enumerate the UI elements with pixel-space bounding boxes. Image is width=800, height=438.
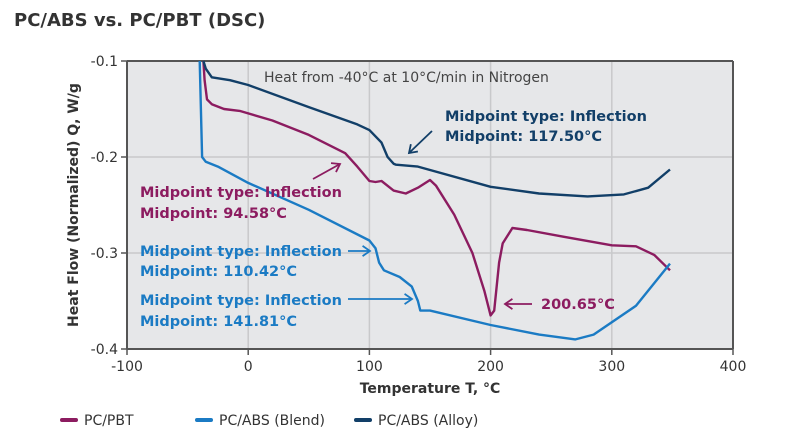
arrow-head-icon xyxy=(407,144,419,155)
x-tick-label: 200 xyxy=(477,359,504,375)
y-axis-label: Heat Flow (Normalized) Q, W/g xyxy=(66,83,82,327)
chart-note: Heat from -40°C at 10°C/min in Nitrogen xyxy=(264,70,549,86)
x-tick-label: -100 xyxy=(111,359,143,375)
series-line-pc-abs-alloy- xyxy=(202,60,671,198)
annotation-alloy-line2: Midpoint: 117.50°C xyxy=(445,129,602,145)
arrow-head-icon xyxy=(362,245,372,257)
annotation-blend1-line1: Midpoint type: Inflection xyxy=(140,244,342,260)
annotation-alloy-line1: Midpoint type: Inflection xyxy=(445,109,647,125)
arrow-head-icon xyxy=(330,162,342,173)
annotation-blend2-line2: Midpoint: 141.81°C xyxy=(140,314,297,330)
x-tick-label: 400 xyxy=(720,359,747,375)
legend-label: PC/ABS (Blend) xyxy=(219,413,325,429)
y-tick-label: -0.3 xyxy=(91,246,118,262)
series-line-pc-abs-blend- xyxy=(198,60,671,341)
x-axis-label: Temperature T, °C xyxy=(360,381,501,397)
chart-title: PC/ABS vs. PC/PBT (DSC) xyxy=(14,10,265,31)
y-tick-label: -0.2 xyxy=(91,150,118,166)
annotations: Midpoint type: Inflection Midpoint: 94.5… xyxy=(140,109,647,330)
arrow-shaft xyxy=(408,130,433,154)
series-line-pc-pbt xyxy=(202,60,671,317)
x-tick-label: 300 xyxy=(598,359,625,375)
series-lines xyxy=(198,60,671,341)
x-tick-label: 100 xyxy=(356,359,383,375)
annotation-arrows xyxy=(312,130,532,310)
arrow-head-icon xyxy=(503,298,513,310)
annotation-blend2-line1: Midpoint type: Inflection xyxy=(140,293,342,309)
arrow-head-icon xyxy=(404,293,414,305)
legend-label: PC/ABS (Alloy) xyxy=(378,413,478,429)
y-tick-label: -0.1 xyxy=(91,54,118,70)
arrow-shaft xyxy=(312,163,341,180)
legend: PC/PBT PC/ABS (Blend) PC/ABS (Alloy) xyxy=(60,413,478,429)
annotation-pbt-line2: Midpoint: 94.58°C xyxy=(140,206,287,222)
annotation-blend1-line2: Midpoint: 110.42°C xyxy=(140,264,297,280)
annotation-pbt-line1: Midpoint type: Inflection xyxy=(140,185,342,201)
ticks: -100 0 100 200 300 400 -0.1 -0.2 -0.3 -0.4 xyxy=(91,54,747,375)
legend-label: PC/PBT xyxy=(84,413,134,429)
annotation-peak: 200.65°C xyxy=(541,297,615,313)
y-tick-label: -0.4 xyxy=(91,342,118,358)
x-tick-label: 0 xyxy=(244,359,253,375)
